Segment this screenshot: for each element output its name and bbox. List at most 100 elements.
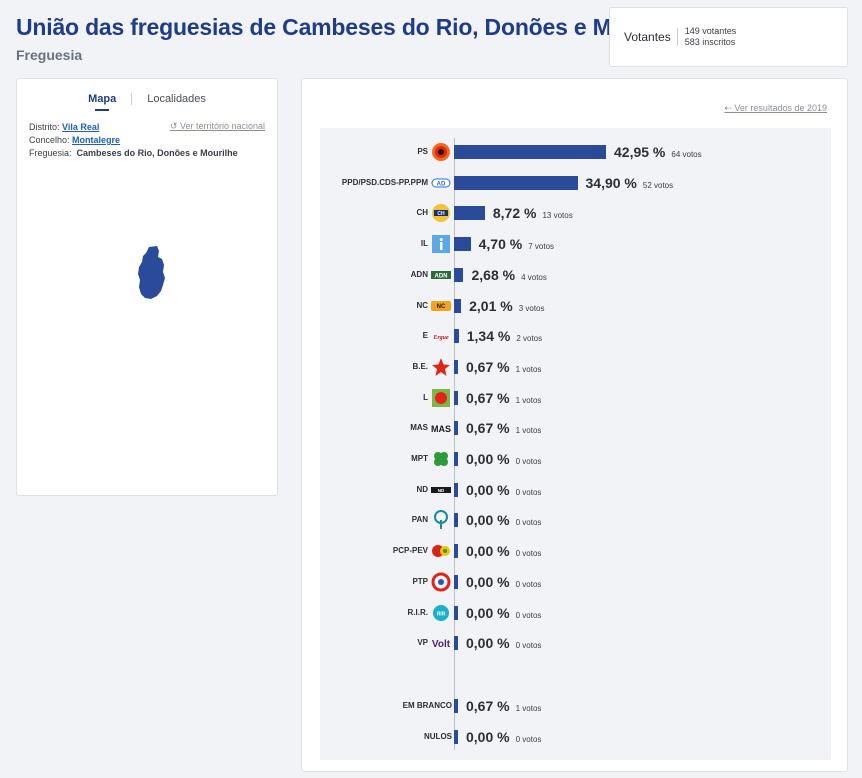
party-label: CH: [416, 208, 428, 218]
party-label: NC: [416, 300, 428, 310]
ver-territorio-label: Ver território nacional: [179, 121, 265, 131]
distrito-link[interactable]: Vila Real: [62, 122, 100, 132]
percentage-value: 34,90 %: [585, 174, 637, 191]
result-percentage: 0,00 % 0 votos: [466, 510, 541, 533]
votes-count: 64 votos: [671, 150, 702, 159]
tab-mapa[interactable]: Mapa: [73, 93, 131, 105]
result-percentage: 0,00 % 0 votos: [466, 572, 541, 595]
party-label: L: [423, 392, 428, 402]
map-tabs: Mapa Localidades: [17, 93, 277, 105]
result-bar: [454, 636, 458, 651]
rir-logo-icon: RIR: [431, 603, 451, 623]
result-percentage: 0,00 % 0 votos: [466, 727, 541, 750]
svg-text:ND: ND: [438, 488, 445, 493]
votes-count: 0 votos: [515, 518, 542, 528]
result-percentage: 34,90 % 52 votos: [586, 173, 674, 196]
party-label: PTP: [412, 576, 428, 586]
result-percentage: 1,34 % 2 votos: [467, 326, 542, 349]
percentage-value: 0,00 %: [466, 604, 510, 621]
svg-text:ADN: ADN: [435, 273, 448, 279]
percentage-value: 1,34 %: [466, 328, 511, 345]
percentage-value: 0,00 %: [466, 451, 510, 467]
votantes-box: Votantes 149 votantes 583 inscritos: [609, 7, 848, 67]
concelho-label: Concelho:: [29, 135, 70, 145]
result-bar: [454, 730, 458, 744]
result-row: NC NC 2,01 % 3 votos: [320, 296, 831, 316]
votantes-count: 149 votantes: [684, 26, 737, 36]
votes-count: 0 votos: [515, 641, 542, 651]
livre-logo-icon: [431, 388, 451, 408]
mas-logo-icon: MAS: [431, 418, 451, 438]
result-percentage: 2,68 % 4 votos: [471, 265, 546, 288]
result-bar: [454, 482, 458, 497]
percentage-value: 42,95 %: [614, 144, 666, 160]
percentage-value: 0,67 %: [466, 420, 510, 437]
result-bar: [454, 206, 485, 221]
tab-localidades[interactable]: Localidades: [147, 93, 206, 105]
svg-text:Ergue: Ergue: [432, 335, 449, 341]
svg-text:RIR: RIR: [437, 611, 446, 617]
ver-resultados-2019-link[interactable]: ⇠ Ver resultados de 2019: [724, 103, 827, 114]
tab-divider: [131, 93, 133, 105]
percentage-value: 0,67 %: [466, 358, 510, 375]
party-label: ND: [416, 484, 428, 494]
percentage-value: 0,00 %: [466, 481, 510, 498]
party-label: EM BRANCO: [402, 701, 452, 710]
result-row: PCP-PEV 0,00 % 0 votos: [320, 541, 831, 561]
result-bar: [454, 359, 458, 374]
il-logo-icon: [431, 234, 451, 254]
result-row: VP Volt 0,00 % 0 votos: [320, 633, 831, 653]
result-row: CH CH 8,72 % 13 votos: [320, 203, 831, 223]
party-label: B.E.: [412, 361, 428, 371]
result-bar: [454, 574, 458, 589]
party-label: PAN: [411, 515, 428, 525]
percentage-value: 0,00 %: [466, 512, 510, 529]
percentage-value: 0,67 %: [466, 698, 510, 714]
ver-territorio-link[interactable]: ↺ Ver território nacional: [170, 121, 265, 132]
nd-logo-icon: ND: [431, 480, 451, 500]
votes-count: 0 votos: [515, 735, 542, 744]
results-chart: PS 42,95 % 64 votos PPD/PSD.CDS-PP.PPM AD 34,…: [320, 128, 831, 760]
percentage-value: 0,00 %: [466, 635, 510, 652]
result-percentage: 42,95 % 64 votos: [614, 142, 702, 165]
party-label: MAS: [410, 423, 428, 433]
ver-resultados-label: Ver resultados de 2019: [734, 103, 827, 113]
result-bar: [454, 605, 458, 620]
result-percentage: 0,67 % 1 votos: [466, 696, 541, 719]
result-row: NULOS 0,00 % 0 votos: [320, 727, 831, 747]
result-row: IL 4,70 % 7 votos: [320, 234, 831, 254]
result-percentage: 4,70 % 7 votos: [479, 234, 554, 257]
votantes-numbers: 149 votantes 583 inscritos: [678, 26, 737, 48]
votes-count: 0 votos: [515, 610, 542, 620]
votes-count: 13 votos: [542, 211, 573, 221]
result-row: MAS MAS 0,67 % 1 votos: [320, 418, 831, 438]
party-label: E: [422, 331, 428, 341]
mpt-clover-icon: [431, 449, 451, 469]
parish-map-shape[interactable]: [135, 245, 169, 301]
ergue-te-logo-icon: Ergue: [431, 326, 451, 346]
freguesia-label: Freguesia:: [29, 148, 72, 158]
party-label: R.I.R.: [407, 607, 428, 617]
parish-region[interactable]: [138, 246, 165, 299]
nc-logo-icon: NC: [431, 296, 451, 316]
chart-axis-line: [454, 138, 455, 750]
svg-text:NC: NC: [437, 304, 446, 310]
votes-count: 1 votos: [515, 395, 542, 405]
result-bar: [454, 513, 458, 528]
votantes-label: Votantes: [610, 28, 678, 46]
votes-count: 1 votos: [515, 364, 542, 374]
votes-count: 3 votos: [518, 303, 545, 313]
percentage-value: 4,70 %: [478, 236, 523, 253]
result-bar: [454, 390, 458, 405]
arrow-left-icon: ⇠: [724, 103, 732, 113]
result-percentage: 0,00 % 0 votos: [466, 449, 541, 472]
concelho-link[interactable]: Montalegre: [72, 135, 121, 145]
result-row: PS 42,95 % 64 votos: [320, 142, 831, 162]
results-panel: ⇠ Ver resultados de 2019 PS 42,95 % 64 vot…: [301, 78, 848, 772]
inscritos-count: 583 inscritos: [684, 37, 736, 47]
svg-text:CH: CH: [437, 211, 445, 217]
map-panel: Mapa Localidades Distrito: Vila Real Con…: [16, 78, 278, 496]
result-row: R.I.R. RIR 0,00 % 0 votos: [320, 603, 831, 623]
page-subtitle: Freguesia: [16, 47, 83, 63]
result-bar: [454, 298, 462, 313]
